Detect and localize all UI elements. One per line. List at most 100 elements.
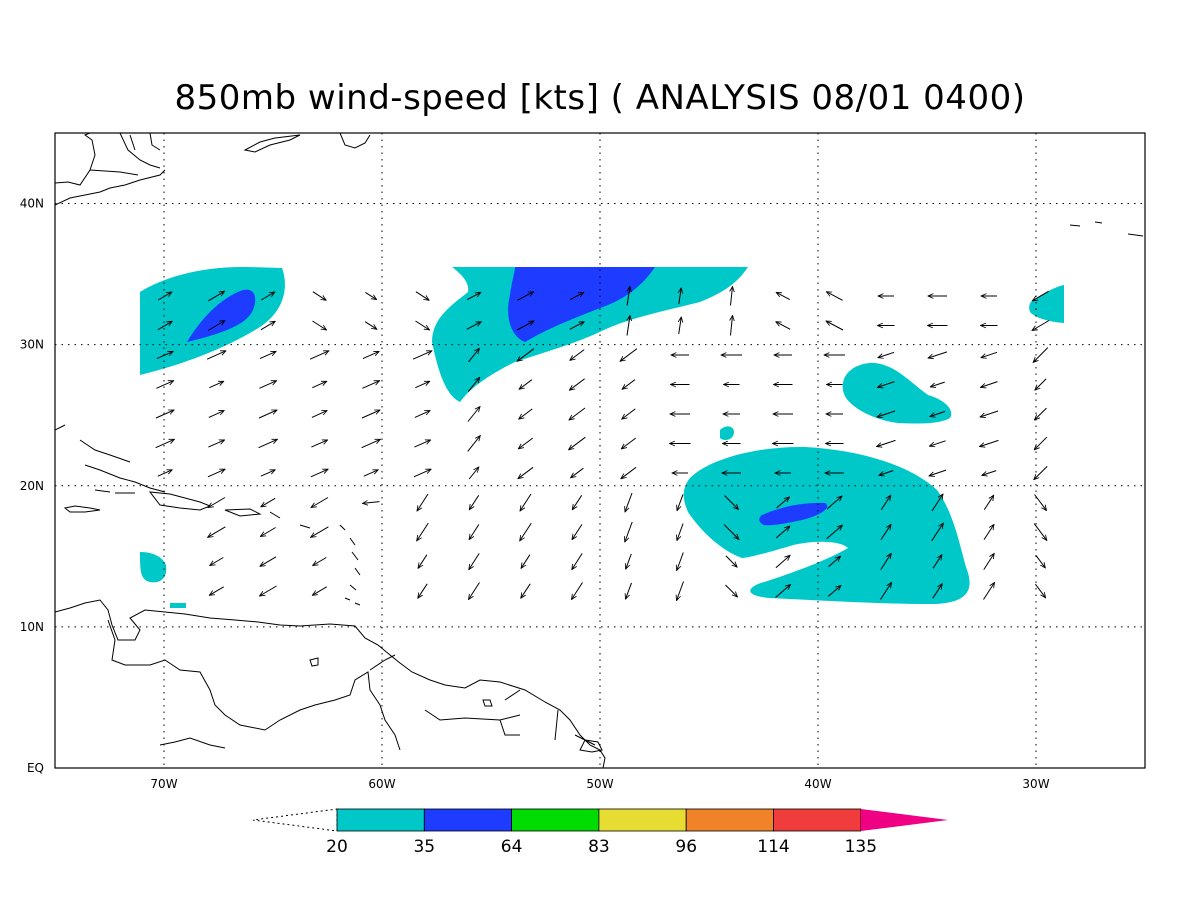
wind-vector-arrow xyxy=(363,502,380,504)
wind-vector-arrow xyxy=(677,523,684,541)
wind-vector-arrow xyxy=(260,527,276,537)
shade-region-ge20 xyxy=(170,603,186,608)
wind-vector-arrow xyxy=(156,380,173,389)
wind-vector-arrow xyxy=(929,469,947,476)
wind-vector-arrow xyxy=(414,410,430,418)
wind-vector-arrow xyxy=(775,526,790,539)
wind-vector-arrow xyxy=(776,322,791,330)
wind-vector-arrow xyxy=(209,586,224,596)
wind-vector-arrow xyxy=(776,497,790,509)
lon-label: 70W xyxy=(150,777,177,791)
lat-label: 20N xyxy=(20,479,44,493)
wind-vector-arrow xyxy=(467,436,481,452)
wind-vector-arrow xyxy=(877,410,896,417)
wind-vector-arrow xyxy=(1034,466,1048,479)
wind-vector-arrow xyxy=(417,493,429,511)
wind-vector-arrow xyxy=(572,582,583,600)
wind-vector-arrow xyxy=(880,583,892,600)
wind-vector-arrow xyxy=(469,553,480,569)
wind-vector-arrow xyxy=(572,524,583,539)
wind-vector-arrow xyxy=(157,469,172,477)
shade-region-ge35 xyxy=(187,289,256,342)
wind-vector-arrow xyxy=(258,409,277,419)
wind-vector-arrow xyxy=(626,582,632,599)
wind-vector-arrow xyxy=(983,553,994,570)
wind-vector-arrow xyxy=(467,377,479,392)
wind-vector-arrow xyxy=(517,348,535,362)
wind-vector-arrow xyxy=(469,582,480,600)
wind-vector-arrow xyxy=(1035,378,1047,390)
wind-vector-arrow xyxy=(776,292,791,301)
coastline-south-america-interior xyxy=(107,619,596,751)
wind-vector-arrow xyxy=(468,467,479,480)
wind-vector-arrow xyxy=(364,321,377,330)
colorbar-label: 135 xyxy=(845,837,877,857)
wind-vector-arrow xyxy=(312,586,327,596)
wind-vector-arrow xyxy=(570,349,585,361)
wind-vector-arrow xyxy=(828,556,841,568)
wind-vector-arrow xyxy=(309,350,329,360)
wind-vector-arrow xyxy=(259,380,276,389)
wind-vector-arrow xyxy=(207,468,225,478)
wind-speed-shading xyxy=(140,266,1064,608)
wind-vector-arrow xyxy=(415,291,429,301)
coastline-jamaica xyxy=(63,505,101,513)
wind-vector-arrow xyxy=(260,556,277,567)
wind-vector-arrow xyxy=(417,522,429,541)
wind-vector-arrow xyxy=(208,526,226,538)
wind-vector-arrow xyxy=(469,495,480,509)
wind-vector-arrow xyxy=(312,380,326,389)
lon-label: 30W xyxy=(1022,777,1049,791)
wind-vector-arrow xyxy=(981,381,998,388)
wind-vector-arrow xyxy=(725,555,737,567)
wind-vector-arrow xyxy=(517,292,533,301)
wind-vector-arrow xyxy=(519,408,533,419)
colorbar-label: 35 xyxy=(413,837,435,857)
wind-vector-arrow xyxy=(210,557,224,566)
wind-vector-arrow xyxy=(516,321,534,331)
wind-vector-arrow xyxy=(880,495,890,510)
wind-vector-arrow xyxy=(520,522,532,541)
lon-label: 40W xyxy=(804,777,831,791)
wind-vector-arrow xyxy=(879,470,894,476)
wind-vector-arrow xyxy=(983,495,993,510)
latitude-labels: EQ 10N 20N 30N 40N xyxy=(20,197,44,775)
coastline-trinidad xyxy=(309,657,319,667)
wind-vector-arrow xyxy=(155,409,174,419)
wind-vector-arrow xyxy=(622,379,636,390)
colorbar-swatch xyxy=(598,808,687,832)
colorbar-swatch xyxy=(423,808,512,832)
lat-label: 30N xyxy=(20,338,44,352)
wind-vector-arrow xyxy=(1033,347,1049,363)
wind-vector-arrow xyxy=(572,495,583,509)
wind-vector-arrow xyxy=(469,524,480,539)
wind-vector-arrow xyxy=(930,381,945,387)
wind-vector-arrow xyxy=(518,466,534,478)
wind-vector-arrow xyxy=(626,553,632,569)
wind-vector-arrow xyxy=(569,407,586,420)
wind-vector-arrow xyxy=(259,350,276,360)
wind-vector-arrow xyxy=(1035,554,1046,568)
colorbar-upper-triangle xyxy=(860,809,949,831)
wind-vector-arrow xyxy=(208,439,224,448)
wind-vector-arrow xyxy=(313,557,327,566)
wind-vector-arrow xyxy=(931,494,943,512)
wind-vector-arrow xyxy=(466,292,481,301)
map-frame xyxy=(54,132,1146,769)
colorbar-label: 64 xyxy=(501,837,523,857)
wind-vector-arrow xyxy=(518,437,534,449)
wind-vector-arrow xyxy=(311,410,327,418)
wind-vector-arrow xyxy=(521,554,531,569)
wind-vector-arrow xyxy=(878,381,895,388)
wind-vector-arrow xyxy=(156,350,173,360)
wind-vector-arrow xyxy=(413,468,431,478)
wind-vector-arrow xyxy=(679,317,682,335)
wind-vector-arrow xyxy=(731,316,733,336)
coastline-nova-scotia xyxy=(243,134,301,153)
wind-vector-arrow xyxy=(310,468,328,478)
wind-vector-arrow xyxy=(982,470,997,476)
wind-vector-arrow xyxy=(981,351,998,357)
lon-label: 60W xyxy=(368,777,395,791)
wind-vector-arrow xyxy=(932,555,942,569)
wind-vector-arrow xyxy=(1032,320,1050,331)
